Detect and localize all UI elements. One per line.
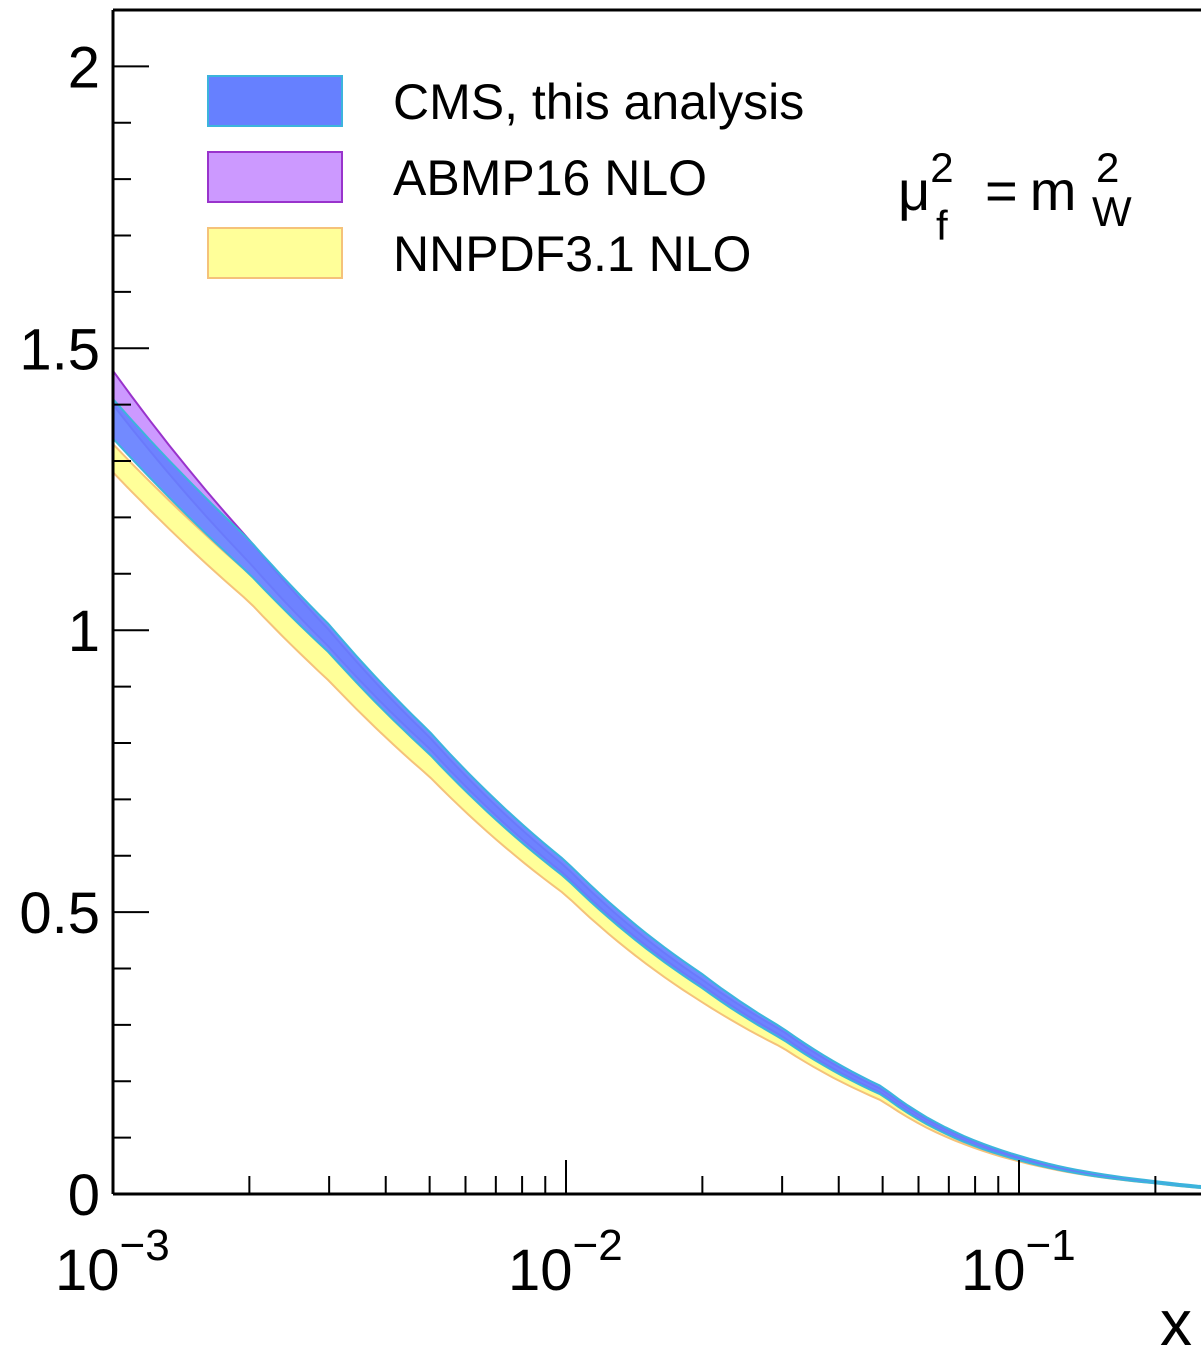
legend-label: NNPDF3.1 NLO <box>393 226 751 282</box>
y-tick-label: 1 <box>68 599 100 664</box>
legend-label: CMS, this analysis <box>393 74 804 130</box>
x-tick-label: 10−2 <box>508 1221 623 1303</box>
y-tick-label: 1.5 <box>19 317 100 382</box>
y-tick-label: 0.5 <box>19 881 100 946</box>
legend-swatch <box>207 75 343 127</box>
legend-label: ABMP16 NLO <box>393 150 707 206</box>
axis-ticks <box>112 9 1157 1195</box>
x-tick-label: 10−3 <box>55 1221 170 1303</box>
legend: CMS, this analysis ABMP16 NLO NNPDF3.1 NLO <box>207 74 804 282</box>
x-axis-label: x <box>1160 1287 1192 1350</box>
uncertainty-bands <box>113 369 1201 1189</box>
band-nnpdf3-1-nlo <box>113 442 1201 1189</box>
scale-annotation: μ2 f= m 2 W <box>898 144 1132 249</box>
x-tick-label: 10−1 <box>961 1221 1076 1303</box>
legend-swatch <box>207 151 343 203</box>
legend-swatch <box>207 227 343 279</box>
band-abmp16-nlo <box>113 369 1201 1189</box>
y-tick-label: 0 <box>68 1163 100 1228</box>
band-cms-this-analysis <box>113 397 1201 1189</box>
y-tick-label: 2 <box>68 35 100 100</box>
